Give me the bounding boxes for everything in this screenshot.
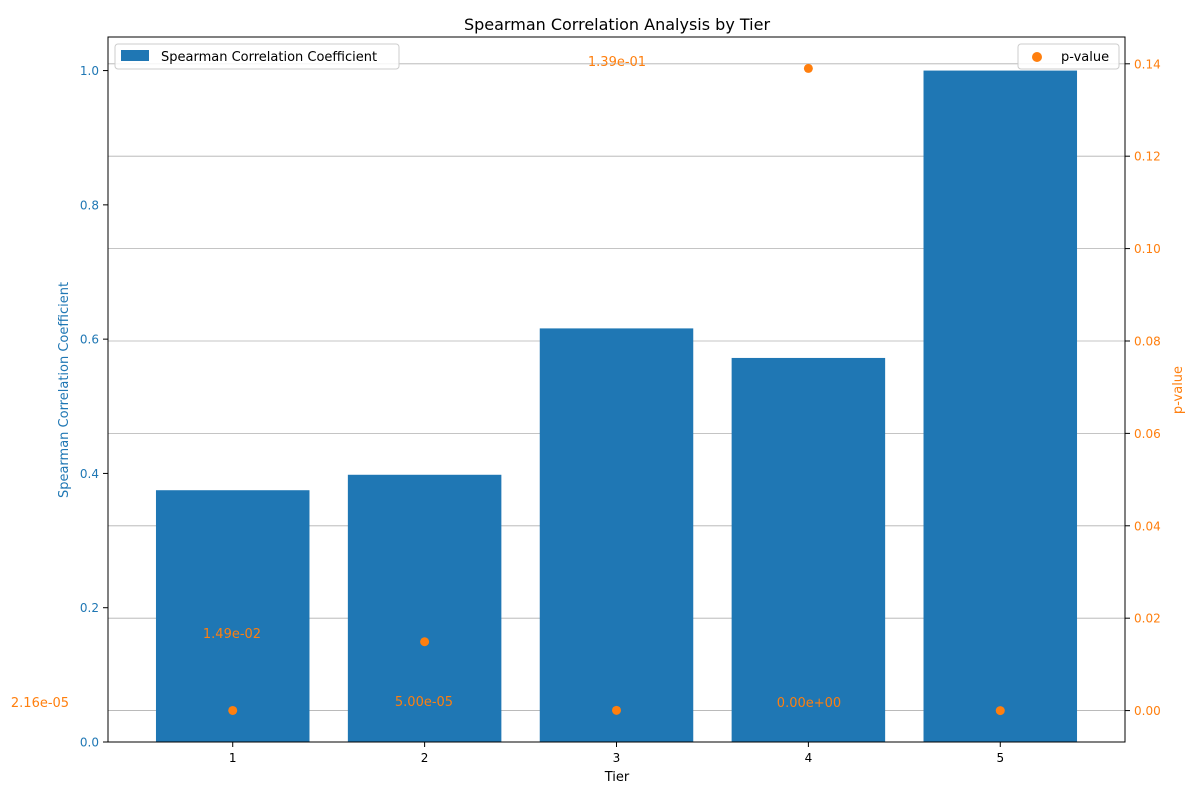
p-value-point-tier-2	[420, 637, 430, 647]
legend-right-label: p-value	[1061, 50, 1109, 65]
y-right-tick-label: 0.04	[1134, 519, 1161, 533]
p-value-annotation: 0.00e+00	[777, 696, 841, 711]
y-left-tick-label: 0.4	[80, 467, 99, 481]
p-value-point-tier-4	[803, 63, 813, 73]
x-tick-label: 3	[613, 751, 621, 765]
y-right-tick-label: 0.14	[1134, 57, 1161, 71]
p-value-point-tier-3	[612, 705, 621, 715]
p-value-point-tier-5	[995, 706, 1005, 716]
p-value-annotation: 5.00e-05	[395, 695, 453, 710]
chart-title: Spearman Correlation Analysis by Tier	[464, 15, 770, 34]
y-left-tick-label: 0.8	[80, 198, 99, 212]
bar-tier-5	[923, 70, 1078, 743]
x-tick-label: 2	[421, 751, 429, 765]
x-axis-label: Tier	[604, 770, 630, 785]
y-left-tick-label: 0.6	[80, 333, 99, 347]
p-value-annotation: 1.49e-02	[203, 627, 261, 642]
x-tick-label: 4	[805, 751, 813, 765]
legend-right: p-value	[1017, 43, 1120, 70]
y-axis-right-label: p-value	[1171, 366, 1186, 414]
x-tick-label: 1	[229, 751, 237, 765]
y-right-tick-label: 0.00	[1134, 704, 1161, 718]
y-right-tick-label: 0.12	[1134, 150, 1161, 164]
bar-tier-2	[347, 474, 502, 742]
p-value-point-tier-1	[228, 705, 238, 715]
points	[228, 63, 1005, 716]
p-value-annotation: 2.16e-05	[11, 696, 69, 711]
annotations: 2.16e-05 1.49e-02 5.00e-05 1.39e-01 0.00e+00	[11, 55, 841, 711]
y-right-tick-label: 0.02	[1134, 612, 1161, 626]
bar-tier-3	[539, 328, 694, 742]
bar-tier-1	[155, 490, 310, 742]
legend-left-swatch	[121, 50, 149, 61]
bars	[155, 70, 1078, 743]
legend-left-label: Spearman Correlation Coefficient	[161, 50, 377, 65]
x-tick-label: 5	[996, 751, 1004, 765]
y-axis-left: 0.0 0.2 0.4 0.6 0.8 1.0	[80, 64, 108, 750]
y-right-tick-label: 0.10	[1134, 242, 1161, 256]
x-axis: 1 2 3 4 5	[229, 742, 1004, 765]
y-right-tick-label: 0.08	[1134, 334, 1161, 348]
y-axis-right: 0.00 0.02 0.04 0.06 0.08 0.10 0.12 0.14	[1125, 57, 1161, 718]
p-value-annotation: 1.39e-01	[588, 55, 646, 70]
legend-right-marker	[1032, 52, 1042, 62]
legend-right-box	[1017, 43, 1120, 70]
y-left-tick-label: 0.2	[80, 601, 99, 615]
bar-tier-4	[731, 357, 886, 742]
y-axis-left-label: Spearman Correlation Coefficient	[57, 282, 72, 498]
y-right-tick-label: 0.06	[1134, 427, 1161, 441]
y-left-tick-label: 1.0	[80, 64, 99, 78]
legend-left-box	[114, 43, 400, 70]
legend-left: Spearman Correlation Coefficient	[114, 43, 400, 70]
y-left-tick-label: 0.0	[80, 736, 99, 750]
